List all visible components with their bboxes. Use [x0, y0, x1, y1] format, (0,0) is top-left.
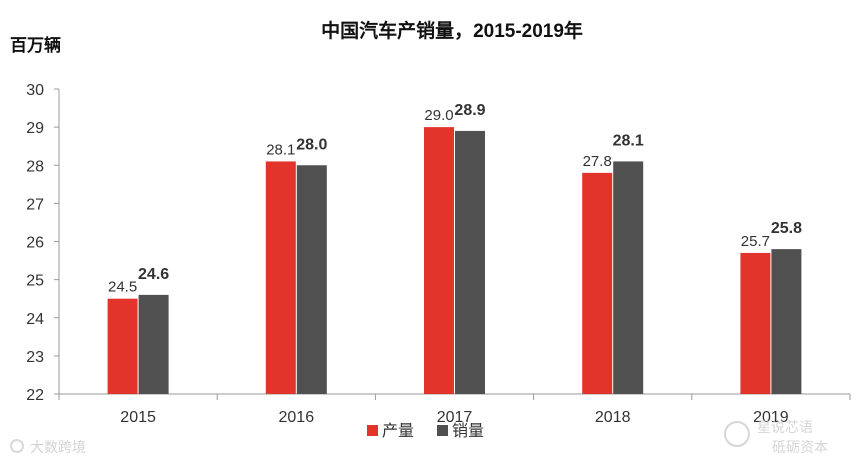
y-tick-label: 29: [26, 120, 44, 137]
data-label-sales: 28.1: [613, 132, 644, 149]
watermark-right-bottom-text: 砥砺资本: [772, 439, 828, 455]
watermark-left: 大数跨境: [10, 439, 86, 455]
data-label-production: 29.0: [424, 107, 453, 124]
wechat-logo-icon: [724, 421, 750, 447]
y-tick-label: 28: [26, 158, 44, 175]
data-label-production: 25.7: [741, 233, 770, 250]
data-labels: 24.5 28.1 29.0 27.8 25.7 24.6 28.0 28.9 28.1 25.8: [108, 102, 802, 296]
x-tick-label: 2017: [437, 409, 473, 426]
x-tick-label: 2015: [120, 409, 156, 426]
bar-production: [424, 127, 454, 394]
bar-production: [265, 161, 296, 394]
bar-sales: [771, 249, 802, 394]
watermark-right-top-text: 星说芯语: [757, 419, 813, 435]
watermark-left-text: 大数跨境: [30, 439, 86, 455]
y-tick-label: 24: [26, 311, 44, 328]
data-label-sales: 28.9: [454, 102, 485, 119]
x-tick-label: 2018: [595, 409, 631, 426]
bar-sales: [455, 130, 485, 394]
y-tick-label: 30: [26, 82, 44, 99]
x-axis: 2015 2016 2017 2018 2019: [58, 393, 851, 426]
legend: 产量 销量: [367, 422, 484, 440]
bar-production: [740, 252, 771, 394]
data-label-production: 27.8: [583, 153, 612, 170]
legend-label-sales: 销量: [452, 422, 484, 440]
y-axis-unit-label: 百万辆: [10, 35, 61, 55]
bar-sales: [296, 165, 327, 394]
legend-label-production: 产量: [382, 422, 414, 440]
y-tick-label: 26: [26, 235, 44, 252]
y-tick-label: 23: [26, 349, 44, 366]
y-tick-label: 25: [26, 273, 44, 290]
chart-title: 中国汽车产销量，2015-2019年: [321, 19, 583, 42]
data-label-production: 24.5: [108, 279, 137, 296]
data-label-sales: 28.0: [296, 136, 327, 153]
bar-sales: [138, 294, 169, 394]
legend-swatch-production: [367, 425, 378, 436]
watermark-logo-icon: [10, 439, 24, 453]
data-label-production: 28.1: [266, 141, 295, 158]
y-tick-label: 22: [26, 387, 44, 404]
legend-swatch-sales: [437, 425, 448, 436]
bar-sales: [613, 161, 644, 394]
x-tick-label: 2016: [279, 409, 315, 426]
data-label-sales: 25.8: [771, 220, 802, 237]
x-tick-label: 2019: [753, 409, 789, 426]
y-axis: 22 23 24 25 26 27 28 29 30: [26, 82, 60, 404]
y-tick-label: 27: [26, 196, 44, 213]
watermark-right: 星说芯语 砥砺资本: [724, 419, 828, 455]
data-label-sales: 24.6: [138, 266, 169, 283]
bars: [107, 127, 802, 394]
bar-production: [107, 298, 138, 394]
bar-production: [582, 172, 613, 394]
